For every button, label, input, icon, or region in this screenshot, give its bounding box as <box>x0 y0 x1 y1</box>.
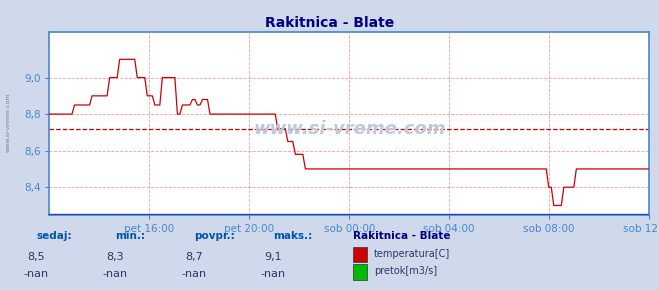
Text: 8,3: 8,3 <box>107 251 124 262</box>
Text: pretok[m3/s]: pretok[m3/s] <box>374 266 437 276</box>
Text: www.si-vreme.com: www.si-vreme.com <box>5 92 11 152</box>
Text: sedaj:: sedaj: <box>36 231 72 241</box>
Text: 8,5: 8,5 <box>28 251 45 262</box>
Text: 8,7: 8,7 <box>186 251 203 262</box>
Text: -nan: -nan <box>182 269 207 279</box>
Text: maks.:: maks.: <box>273 231 313 241</box>
Text: temperatura[C]: temperatura[C] <box>374 249 450 259</box>
Text: povpr.:: povpr.: <box>194 231 235 241</box>
Text: www.si-vreme.com: www.si-vreme.com <box>253 120 445 138</box>
Text: Rakitnica - Blate: Rakitnica - Blate <box>353 231 450 241</box>
Text: 9,1: 9,1 <box>265 251 282 262</box>
Text: -nan: -nan <box>261 269 286 279</box>
Text: -nan: -nan <box>24 269 49 279</box>
Text: -nan: -nan <box>103 269 128 279</box>
Text: min.:: min.: <box>115 231 146 241</box>
Text: Rakitnica - Blate: Rakitnica - Blate <box>265 16 394 30</box>
